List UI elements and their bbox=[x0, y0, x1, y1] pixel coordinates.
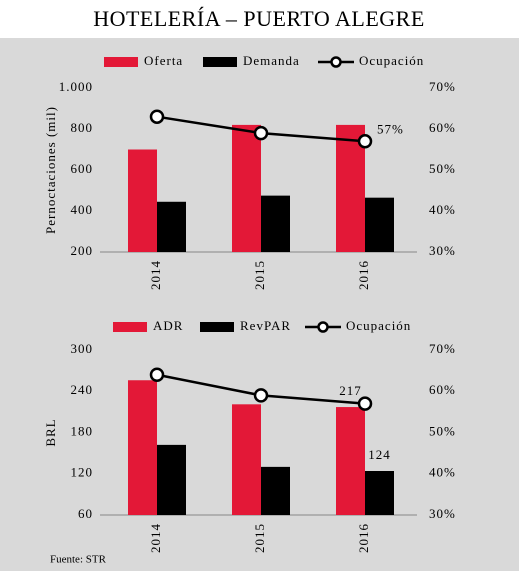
bar bbox=[336, 407, 365, 515]
y-tick-label: 120 bbox=[71, 465, 94, 480]
legend-label: Ocupación bbox=[359, 53, 424, 68]
x-tick-label: 2015 bbox=[252, 523, 267, 553]
bar bbox=[157, 444, 186, 515]
line-marker bbox=[357, 134, 373, 149]
legend-marker bbox=[317, 321, 329, 333]
bar bbox=[232, 404, 261, 515]
line-marker bbox=[253, 125, 269, 141]
legend-label: ADR bbox=[153, 318, 183, 333]
y2-tick-label: 70% bbox=[429, 341, 456, 356]
bar bbox=[365, 197, 394, 252]
source: Fuente: STR bbox=[50, 554, 107, 566]
bar bbox=[157, 201, 186, 252]
bar bbox=[365, 471, 394, 515]
data-label: 124 bbox=[368, 447, 391, 462]
y-tick-label: 600 bbox=[71, 161, 94, 176]
legend-label: Oferta bbox=[144, 53, 183, 68]
x-tick-label: 2016 bbox=[356, 523, 371, 553]
bar bbox=[261, 466, 290, 515]
bar bbox=[232, 124, 261, 252]
page-title: HOTELERÍA – PUERTO ALEGRE bbox=[93, 6, 425, 31]
legend-swatch bbox=[104, 57, 138, 67]
legend-swatch bbox=[200, 322, 234, 332]
line-marker bbox=[149, 367, 165, 382]
bar bbox=[128, 149, 157, 252]
y-tick-label: 800 bbox=[71, 120, 94, 135]
y2-tick-label: 70% bbox=[429, 79, 456, 94]
data-label: 57% bbox=[377, 121, 404, 136]
y2-tick-label: 60% bbox=[429, 382, 456, 397]
y-tick-label: 240 bbox=[71, 382, 94, 397]
line-marker bbox=[149, 109, 165, 124]
bar bbox=[261, 195, 290, 252]
bar bbox=[128, 380, 157, 515]
legend-label: Ocupación bbox=[346, 318, 411, 333]
y2-tick-label: 50% bbox=[429, 423, 456, 438]
y-axis-title: Pernoctaciones (mil) bbox=[43, 106, 58, 234]
y2-tick-label: 40% bbox=[429, 465, 456, 480]
y-tick-label: 180 bbox=[71, 423, 94, 438]
x-tick-label: 2015 bbox=[252, 260, 267, 290]
legend-label: Demanda bbox=[243, 53, 300, 68]
x-tick-label: 2014 bbox=[148, 523, 163, 553]
y-tick-label: 200 bbox=[71, 243, 94, 258]
y2-tick-label: 30% bbox=[429, 243, 456, 258]
y-tick-label: 60 bbox=[78, 506, 93, 521]
x-tick-label: 2014 bbox=[148, 260, 163, 290]
y-tick-label: 300 bbox=[71, 341, 94, 356]
data-label: 217 bbox=[339, 383, 362, 398]
line-marker bbox=[253, 388, 269, 403]
y2-tick-label: 50% bbox=[429, 161, 456, 176]
legend-marker bbox=[330, 56, 342, 68]
y2-tick-label: 60% bbox=[429, 120, 456, 135]
legend-label: RevPAR bbox=[240, 318, 291, 333]
y2-tick-label: 30% bbox=[429, 506, 456, 521]
y2-tick-label: 40% bbox=[429, 202, 456, 217]
y-axis-title: BRL bbox=[43, 418, 58, 446]
y-tick-label: 1.000 bbox=[59, 79, 93, 94]
y-tick-label: 400 bbox=[71, 202, 94, 217]
legend-swatch bbox=[113, 322, 147, 332]
line-marker bbox=[357, 396, 373, 411]
x-tick-label: 2016 bbox=[356, 260, 371, 290]
legend-swatch bbox=[203, 57, 237, 67]
